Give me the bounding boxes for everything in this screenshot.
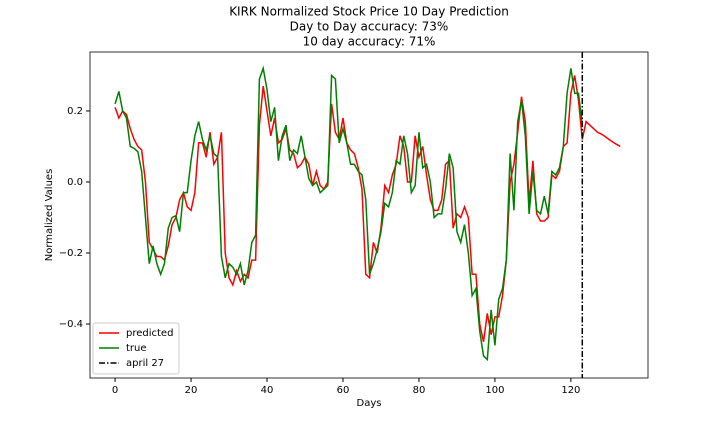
legend-label: true bbox=[126, 343, 147, 354]
y-tick-label: 0.2 bbox=[67, 106, 83, 117]
y-axis-label: Normalized Values bbox=[44, 169, 55, 262]
legend-box bbox=[92, 322, 180, 375]
series-line bbox=[114, 75, 621, 342]
x-tick-label: 0 bbox=[112, 385, 118, 396]
y-tick-label: −0.4 bbox=[59, 319, 83, 330]
x-tick-label: 20 bbox=[185, 385, 198, 396]
chart-subtitle: 10 day accuracy: 71% bbox=[303, 35, 436, 49]
chart-title: KIRK Normalized Stock Price 10 Day Predi… bbox=[229, 5, 509, 19]
x-tick-label: 100 bbox=[485, 385, 504, 396]
x-tick-label: 80 bbox=[413, 385, 426, 396]
x-tick-label: 60 bbox=[337, 385, 350, 396]
plot-frame bbox=[89, 51, 649, 379]
legend-label: predicted bbox=[126, 328, 173, 339]
chart-subtitle: Day to Day accuracy: 73% bbox=[290, 20, 449, 34]
y-tick-label: −0.2 bbox=[59, 248, 83, 259]
y-tick-label: 0.0 bbox=[67, 177, 83, 188]
x-tick-label: 40 bbox=[261, 385, 274, 396]
legend-label: april 27 bbox=[126, 358, 164, 369]
series-line bbox=[114, 65, 584, 362]
x-tick-label: 120 bbox=[561, 385, 580, 396]
x-axis-label: Days bbox=[357, 398, 382, 409]
